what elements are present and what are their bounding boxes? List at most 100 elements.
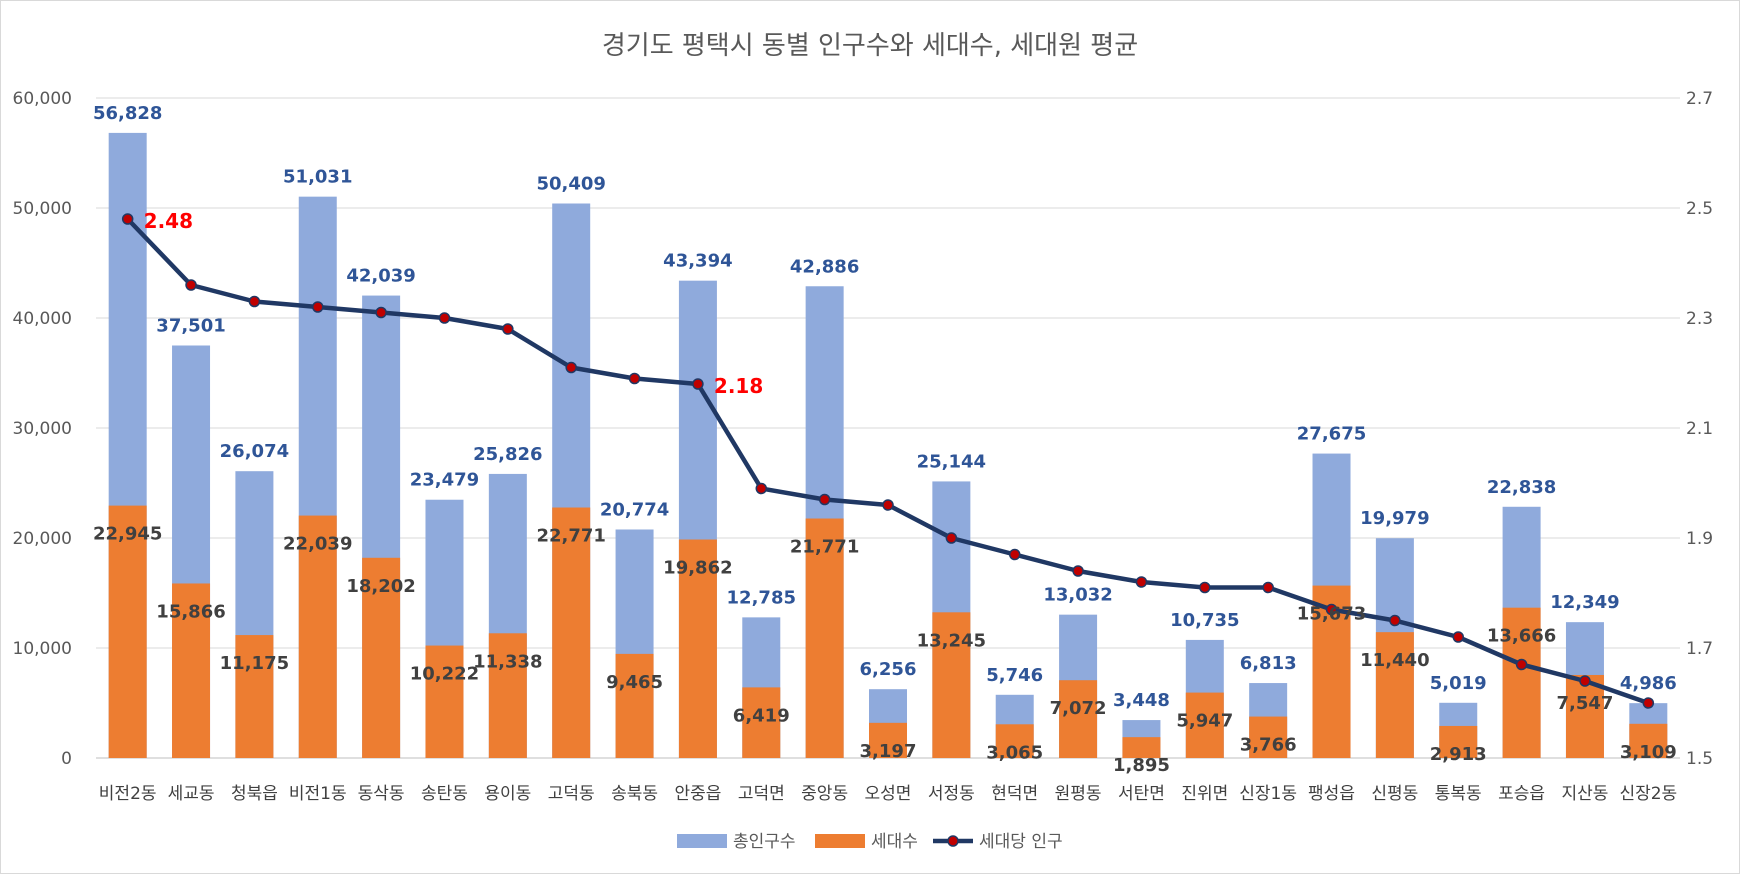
label-total: 42,886	[790, 256, 859, 277]
line-group	[121, 213, 1655, 709]
line-marker	[1579, 675, 1591, 687]
label-total: 6,813	[1240, 653, 1297, 674]
y-left-tick-label: 40,000	[13, 309, 72, 329]
y-right-tick-label: 1.5	[1686, 749, 1713, 769]
label-household: 3,197	[860, 741, 917, 762]
legend-swatch-household	[815, 834, 865, 848]
x-tick-label: 서정동	[928, 784, 975, 804]
label-household: 19,862	[663, 558, 732, 579]
label-total: 6,256	[860, 659, 917, 680]
line-marker	[755, 482, 768, 495]
label-total: 4,986	[1620, 673, 1677, 694]
x-tick-label: 현덕면	[991, 784, 1038, 804]
line-marker	[185, 279, 197, 291]
legend-marker-avg	[947, 835, 959, 847]
label-household: 22,771	[536, 526, 605, 547]
line-marker	[312, 301, 324, 313]
bar-household	[869, 722, 907, 758]
line-marker	[1262, 581, 1274, 594]
bar-household	[615, 653, 654, 758]
x-tick-label: 신장2동	[1619, 784, 1677, 804]
bar-household	[1185, 692, 1224, 758]
label-total: 25,144	[917, 451, 986, 472]
label-total: 56,828	[93, 103, 162, 124]
legend-swatch-total	[677, 834, 727, 848]
y-left-tick-label: 20,000	[13, 529, 72, 549]
y-right-tick-label: 1.9	[1686, 529, 1713, 549]
x-tick-label: 동삭동	[358, 784, 405, 804]
line-marker	[945, 532, 958, 544]
label-household: 6,419	[733, 705, 790, 726]
x-tick-label: 안중읍	[674, 784, 721, 804]
label-total: 26,074	[220, 441, 289, 462]
y-right-tick-label: 2.5	[1686, 199, 1713, 219]
line-marker	[565, 361, 577, 374]
bar-household	[1565, 674, 1604, 758]
bar-household	[1059, 680, 1098, 758]
label-total: 12,785	[727, 587, 796, 608]
line-marker	[692, 378, 704, 390]
label-household: 11,175	[220, 653, 289, 674]
label-total: 43,394	[663, 251, 732, 272]
x-tick-label: 통복동	[1435, 784, 1482, 804]
bar-household	[108, 505, 147, 758]
y-right-tick-label: 2.7	[1686, 89, 1713, 109]
line-marker	[628, 372, 641, 385]
label-household: 13,666	[1487, 626, 1556, 647]
y-axis-left: 0 10,000 20,000 30,000 40,000 50,000 60,000	[13, 89, 72, 769]
label-household: 15,866	[156, 601, 225, 622]
data-labels: 56,828 22,945 37,501 15,866 26,074 11,175 51,0…	[93, 103, 1677, 776]
bar-household	[995, 724, 1034, 758]
line-marker	[1642, 697, 1655, 709]
label-total: 27,675	[1297, 424, 1366, 445]
label-household: 11,440	[1360, 650, 1429, 671]
label-household: 7,072	[1050, 698, 1107, 719]
bar-household	[805, 518, 844, 758]
bar-household	[678, 539, 717, 758]
line-marker	[1452, 631, 1464, 643]
line-marker	[121, 213, 134, 225]
label-total: 42,039	[346, 266, 415, 287]
label-household: 22,039	[283, 534, 352, 555]
legend-label-household: 세대수	[871, 832, 918, 852]
x-tick-label: 중앙동	[801, 784, 848, 804]
x-tick-label: 신평동	[1371, 784, 1418, 804]
x-tick-label: 지산동	[1561, 784, 1608, 804]
label-household: 5,947	[1176, 711, 1233, 732]
label-total: 5,746	[986, 665, 1043, 686]
label-total: 5,019	[1430, 673, 1487, 694]
bar-household	[488, 633, 527, 758]
label-household: 3,109	[1620, 742, 1677, 763]
y-right-tick-label: 2.3	[1686, 309, 1713, 329]
label-total: 20,774	[600, 499, 669, 520]
x-tick-label: 용이동	[484, 784, 531, 804]
label-total: 3,448	[1113, 690, 1170, 711]
label-total: 10,735	[1170, 610, 1239, 631]
x-tick-label: 세교동	[168, 784, 215, 804]
bars-group	[108, 132, 1668, 759]
legend-label-avg: 세대당 인구	[979, 832, 1063, 852]
line-marker	[818, 493, 831, 506]
x-axis: 비전2동 세교동 청북읍 비전1동 동삭동 송탄동 용이동 고덕동 송북동 안중읍 고덕면 중앙동 오성…	[99, 784, 1677, 804]
label-total: 25,826	[473, 444, 542, 465]
x-tick-label: 비전2동	[99, 784, 157, 804]
line-marker	[1072, 565, 1084, 577]
line-marker	[882, 499, 894, 511]
x-tick-label: 고덕면	[738, 784, 785, 804]
bar-household	[425, 645, 464, 758]
legend-label-total: 총인구수	[733, 832, 796, 852]
label-avg-highlight: 2.18	[714, 374, 763, 398]
bar-household	[932, 612, 971, 758]
line-marker	[375, 306, 387, 319]
bar-household	[1375, 632, 1414, 758]
x-tick-label: 서탄면	[1118, 784, 1165, 804]
bar-household	[172, 583, 211, 758]
y-left-tick-label: 50,000	[13, 199, 72, 219]
label-total: 12,349	[1550, 592, 1619, 613]
line-marker	[1135, 576, 1148, 588]
bar-household	[552, 507, 591, 758]
bar-household	[1249, 716, 1288, 758]
line-marker	[438, 312, 451, 324]
x-tick-label: 포승읍	[1498, 784, 1545, 804]
label-household: 22,945	[93, 524, 162, 545]
